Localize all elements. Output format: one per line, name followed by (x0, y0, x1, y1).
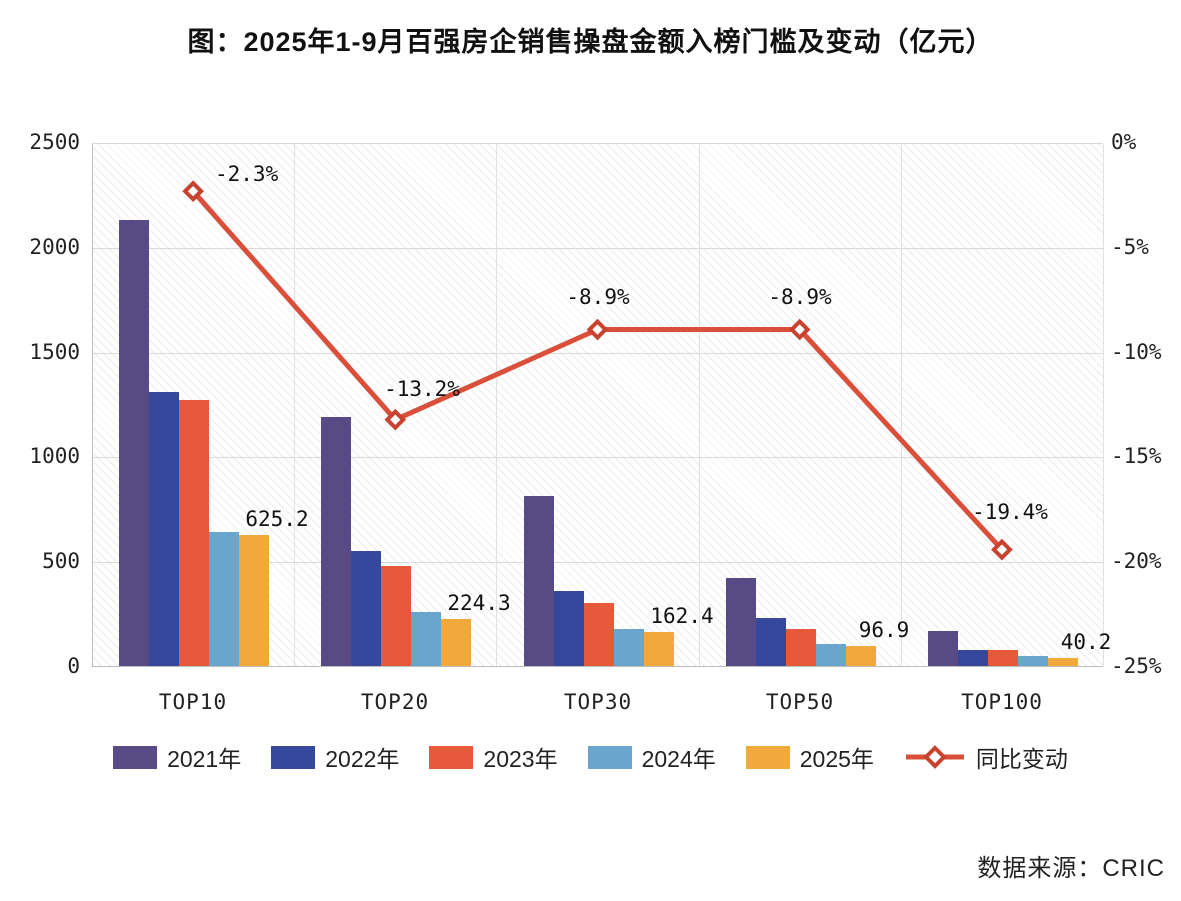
y-axis-right-tick-label: -25% (1111, 654, 1162, 678)
y-axis-right-tick-label: -10% (1111, 339, 1162, 364)
x-axis-category-label: TOP30 (563, 690, 633, 714)
legend-item-同比变动: 同比变动 (904, 740, 1068, 774)
legend-item-2022年: 2022年 (271, 740, 399, 774)
gridline-vertical (901, 144, 902, 666)
x-axis-category-label: TOP20 (360, 690, 430, 714)
source-note: 数据来源：CRIC (977, 855, 1165, 882)
bar-2021年-TOP100 (928, 631, 958, 666)
bar-2021年-TOP20 (321, 417, 351, 666)
gridline-horizontal (93, 352, 1103, 354)
bar-2025年-TOP20 (441, 619, 471, 666)
x-axis-category-label: TOP10 (158, 690, 228, 714)
y-axis-right-tick-label: -5% (1111, 234, 1149, 259)
legend-label: 2021年 (167, 746, 242, 772)
bar-value-label: 625.2 (245, 507, 309, 531)
legend-swatch (271, 745, 316, 769)
gridline-horizontal (93, 143, 1103, 144)
legend-swatch (113, 745, 158, 769)
bar-2021年-TOP10 (119, 220, 149, 666)
gridline-vertical (496, 144, 497, 666)
line-point-label: -8.9% (566, 285, 630, 309)
y-axis-left-tick-label: 2000 (29, 234, 80, 259)
gridline-horizontal (93, 562, 1103, 564)
x-axis-category-label: TOP100 (961, 690, 1043, 714)
legend-label: 2022年 (325, 746, 400, 772)
gridline-vertical (699, 144, 700, 666)
bar-2023年-TOP20 (381, 566, 411, 666)
y-axis-left-tick-label: 1500 (29, 339, 80, 364)
bar-2024年-TOP20 (411, 612, 441, 666)
legend-item-2024年: 2024年 (587, 740, 716, 774)
legend-label: 同比变动 (975, 746, 1068, 772)
bar-2024年-TOP30 (614, 629, 644, 666)
y-axis-left-tick-label: 0 (67, 654, 80, 678)
bar-2023年-TOP10 (179, 400, 209, 666)
bar-value-label: 40.2 (1060, 630, 1112, 654)
plot-area (92, 143, 1104, 667)
legend-label: 2023年 (483, 746, 558, 772)
legend: 2021年 2022年 2023年 2024年 2025年 同比变动 (0, 740, 1181, 774)
legend-item-2025年: 2025年 (745, 740, 874, 774)
x-axis-category-label: TOP50 (765, 690, 835, 714)
legend-line-marker-icon (923, 745, 947, 769)
y-axis-left-tick-label: 500 (42, 549, 80, 574)
bar-2025年-TOP30 (644, 632, 674, 666)
bar-2024年-TOP100 (1018, 656, 1048, 666)
bar-value-label: 224.3 (447, 591, 511, 615)
gridline-vertical (1103, 144, 1104, 666)
chart-title: 图：2025年1-9月百强房企销售操盘金额入榜门槛及变动（亿元） (187, 27, 994, 57)
line-point-label: -19.4% (972, 500, 1048, 524)
y-axis-right-tick-label: -20% (1111, 549, 1162, 574)
line-point-label: -13.2% (384, 377, 460, 401)
legend-swatch (429, 745, 474, 769)
bar-2022年-TOP50 (756, 618, 786, 666)
line-point-label: -2.3% (215, 162, 279, 186)
y-axis-right-tick-label: -15% (1111, 444, 1162, 469)
bar-2025年-TOP10 (239, 535, 269, 666)
bar-2022年-TOP10 (149, 392, 179, 666)
bar-2023年-TOP100 (988, 650, 1018, 666)
legend-label: 2025年 (799, 746, 874, 772)
bar-value-label: 162.4 (650, 604, 714, 628)
bar-2021年-TOP50 (726, 578, 756, 666)
legend-swatch (587, 745, 632, 769)
legend-swatch (745, 745, 790, 769)
bar-2022年-TOP20 (351, 551, 381, 666)
gridline-horizontal (93, 247, 1103, 249)
bar-2023年-TOP30 (584, 603, 614, 666)
gridline-vertical (294, 144, 295, 666)
bar-2024年-TOP10 (209, 532, 239, 666)
bar-2022年-TOP30 (554, 591, 584, 666)
bar-value-label: 96.9 (858, 618, 910, 642)
gridline-horizontal (93, 457, 1103, 459)
bar-2025年-TOP100 (1048, 658, 1078, 666)
y-axis-left-tick-label: 2500 (29, 130, 80, 154)
bar-2024年-TOP50 (816, 644, 846, 666)
line-point-label: -8.9% (768, 285, 832, 309)
bar-2023年-TOP50 (786, 629, 816, 666)
bar-2025年-TOP50 (846, 646, 876, 666)
bar-2021年-TOP30 (524, 496, 554, 666)
legend-line-sample (905, 745, 964, 769)
bar-2022年-TOP100 (958, 650, 988, 666)
legend-item-2021年: 2021年 (113, 740, 241, 774)
legend-label: 2024年 (641, 746, 716, 772)
y-axis-left-tick-label: 1000 (29, 444, 80, 469)
y-axis-right-tick-label: 0% (1111, 130, 1137, 154)
legend-item-2023年: 2023年 (429, 740, 558, 774)
